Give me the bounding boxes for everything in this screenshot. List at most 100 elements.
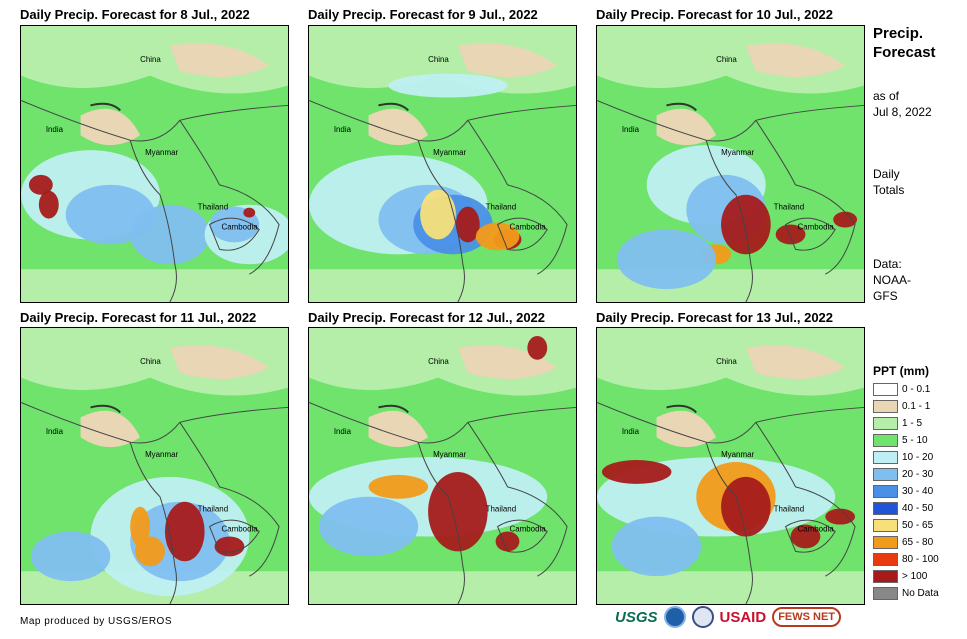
precip-area bbox=[721, 476, 771, 537]
arid-patch-2 bbox=[745, 345, 846, 380]
precip-area bbox=[130, 506, 151, 547]
border-laos-vietnam bbox=[467, 120, 568, 275]
legend-item: 0.1 - 1 bbox=[873, 398, 939, 415]
arid-patch-1 bbox=[80, 410, 141, 448]
panel-title-4: Daily Precip. Forecast for 11 Jul., 2022 bbox=[20, 310, 257, 325]
legend-swatch bbox=[873, 451, 898, 464]
border-laos-vietnam bbox=[467, 422, 568, 577]
legend-swatch bbox=[873, 570, 898, 583]
arid-patch-2 bbox=[457, 43, 558, 78]
label-cambodia: Cambodia bbox=[797, 525, 834, 534]
legend-label: No Data bbox=[902, 588, 939, 599]
border-myanmar bbox=[417, 442, 465, 604]
precip-map-svg: China India Myanmar Thailand Cambodia bbox=[21, 328, 288, 604]
legend-swatch bbox=[873, 553, 898, 566]
label-china: China bbox=[140, 357, 161, 366]
legend-item: 5 - 10 bbox=[873, 432, 939, 449]
border-laos-vietnam bbox=[179, 422, 280, 577]
border-china bbox=[21, 100, 288, 142]
border-cambodia bbox=[208, 217, 260, 251]
legend-label: 1 - 5 bbox=[902, 418, 923, 429]
label-china: China bbox=[716, 55, 737, 64]
precip-area bbox=[611, 516, 702, 577]
precip-area bbox=[775, 224, 806, 245]
border-laos-vietnam bbox=[755, 120, 856, 275]
arid-patch-1 bbox=[80, 108, 141, 146]
precip-map-svg: China India Myanmar Thailand Cambodia bbox=[309, 26, 576, 302]
border-myanmar bbox=[129, 442, 177, 604]
daily-line2: Totals bbox=[873, 183, 905, 197]
border-myanmar bbox=[129, 140, 177, 302]
label-thailand: Thailand bbox=[774, 203, 804, 212]
fews-net-logo: FEWS NET bbox=[772, 607, 842, 627]
legend-item: 50 - 65 bbox=[873, 517, 939, 534]
legend-item: 40 - 50 bbox=[873, 500, 939, 517]
precip-area bbox=[721, 194, 771, 255]
legend-label: 80 - 100 bbox=[902, 554, 939, 565]
legend-item: 20 - 30 bbox=[873, 466, 939, 483]
precip-area bbox=[825, 508, 856, 525]
legend-swatch bbox=[873, 383, 898, 396]
border-laos-vietnam bbox=[179, 120, 280, 275]
panel-title-3: Daily Precip. Forecast for 10 Jul., 2022 bbox=[596, 7, 834, 22]
label-china: China bbox=[716, 357, 737, 366]
legend-label: 10 - 20 bbox=[902, 452, 934, 463]
river-ganges bbox=[90, 102, 121, 112]
as-of-date: as of Jul 8, 2022 bbox=[873, 88, 932, 120]
label-cambodia: Cambodia bbox=[797, 223, 834, 232]
arid-patch-2 bbox=[169, 43, 270, 78]
legend-label: 0.1 - 1 bbox=[902, 401, 931, 412]
data-line2: NOAA- bbox=[873, 273, 912, 287]
legend-label: 30 - 40 bbox=[902, 486, 934, 497]
arid-patch-2 bbox=[745, 43, 846, 78]
river-ganges bbox=[378, 102, 409, 112]
forecast-map-jul-10: China India Myanmar Thailand Cambodia bbox=[596, 25, 865, 303]
map-credit: Map produced by USGS/EROS bbox=[20, 616, 173, 627]
river-ganges bbox=[666, 102, 697, 112]
logo-strip: USGS USAID FEWS NET bbox=[615, 606, 842, 628]
label-myanmar: Myanmar bbox=[721, 148, 754, 157]
label-china: China bbox=[428, 357, 449, 366]
border-china bbox=[597, 100, 864, 142]
precip-map-svg: China India Myanmar Thailand Cambodia bbox=[309, 328, 576, 604]
legend-title: PPT (mm) bbox=[873, 364, 930, 378]
label-india: India bbox=[46, 427, 64, 436]
label-myanmar: Myanmar bbox=[433, 148, 466, 157]
precip-area bbox=[833, 211, 858, 228]
forecast-map-jul-13: China India Myanmar Thailand Cambodia bbox=[596, 327, 865, 605]
label-india: India bbox=[622, 427, 640, 436]
label-india: India bbox=[334, 427, 352, 436]
forecast-map-jul-12: China India Myanmar Thailand Cambodia bbox=[308, 327, 577, 605]
precip-area bbox=[527, 335, 548, 360]
border-myanmar bbox=[417, 140, 465, 302]
precip-map-svg: China India Myanmar Thailand Cambodia bbox=[597, 328, 864, 604]
border-cambodia bbox=[496, 519, 548, 553]
legend-swatch bbox=[873, 468, 898, 481]
border-myanmar bbox=[705, 442, 753, 604]
daily-totals-label: Daily Totals bbox=[873, 166, 904, 198]
border-myanmar bbox=[705, 140, 753, 302]
label-thailand: Thailand bbox=[198, 203, 228, 212]
legend-swatch bbox=[873, 400, 898, 413]
legend-item: 1 - 5 bbox=[873, 415, 939, 432]
precip-area bbox=[38, 190, 59, 219]
river-ganges bbox=[90, 404, 121, 414]
arid-patch-1 bbox=[656, 108, 717, 146]
legend-label: > 100 bbox=[902, 571, 928, 582]
legend: 0 - 0.1 0.1 - 1 1 - 5 5 - 10 10 - 20 20 - 30 3… bbox=[873, 381, 939, 602]
border-cambodia bbox=[784, 519, 836, 553]
precip-area bbox=[601, 460, 672, 484]
precip-area bbox=[455, 206, 480, 243]
border-china bbox=[309, 402, 576, 444]
precip-area bbox=[616, 229, 717, 290]
legend-swatch bbox=[873, 434, 898, 447]
label-india: India bbox=[46, 125, 64, 134]
southern-sea bbox=[309, 571, 576, 604]
border-cambodia bbox=[496, 217, 548, 251]
label-cambodia: Cambodia bbox=[221, 525, 258, 534]
legend-item: 80 - 100 bbox=[873, 551, 939, 568]
legend-item: 30 - 40 bbox=[873, 483, 939, 500]
legend-swatch bbox=[873, 502, 898, 515]
border-laos-vietnam bbox=[755, 422, 856, 577]
legend-swatch bbox=[873, 485, 898, 498]
